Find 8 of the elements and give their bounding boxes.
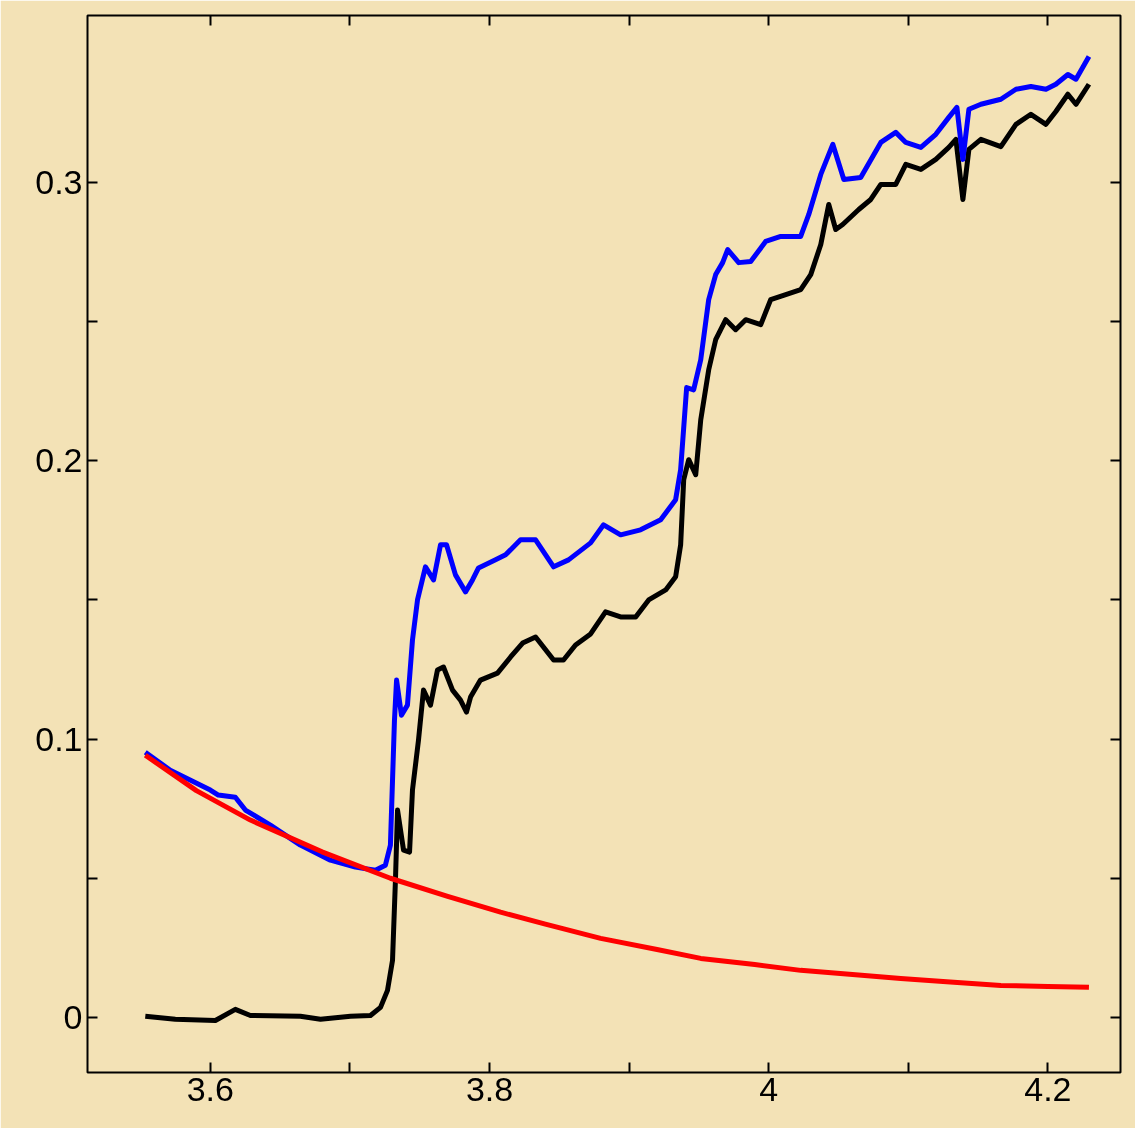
x-tick-label: 4.2 (1024, 1069, 1072, 1108)
y-tick-label: 0.2 (35, 441, 83, 480)
x-tick-label: 3.6 (186, 1069, 234, 1108)
y-tick-label: 0.1 (35, 719, 83, 758)
x-tick-label: 3.8 (465, 1069, 514, 1108)
y-tick-label: 0 (63, 997, 83, 1036)
x-tick-label: 4 (759, 1069, 779, 1108)
y-tick-label: 0.3 (35, 162, 83, 201)
